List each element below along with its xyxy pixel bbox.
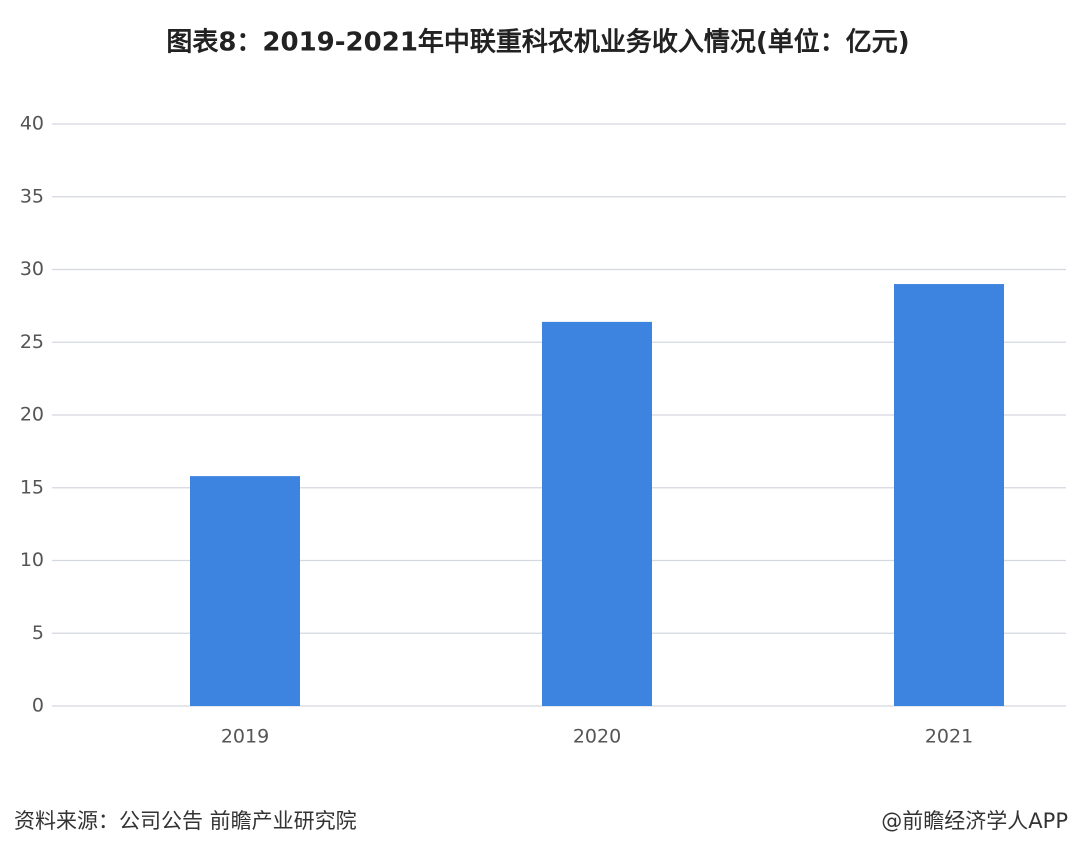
bar — [542, 321, 652, 706]
y-tick-label: 10 — [20, 549, 44, 571]
y-tick-label: 20 — [20, 404, 44, 426]
x-tick-label: 2021 — [925, 726, 973, 748]
y-tick-label: 35 — [20, 185, 44, 207]
y-tick-label: 25 — [20, 331, 44, 353]
y-tick-label: 0 — [32, 695, 44, 717]
x-tick-label: 2020 — [573, 726, 621, 748]
source-note: 资料来源：公司公告 前瞻产业研究院 — [14, 809, 357, 833]
bar — [894, 284, 1004, 706]
y-tick-label: 40 — [20, 113, 44, 135]
x-tick-label: 2019 — [221, 726, 269, 748]
y-tick-label: 30 — [20, 258, 44, 280]
credit: @前瞻经济学人APP — [881, 809, 1068, 833]
y-tick-label: 5 — [32, 622, 44, 644]
y-tick-label: 15 — [20, 476, 44, 498]
bar — [190, 476, 300, 706]
chart-title: 图表8：2019-2021年中联重科农机业务收入情况(单位：亿元) — [166, 27, 909, 58]
